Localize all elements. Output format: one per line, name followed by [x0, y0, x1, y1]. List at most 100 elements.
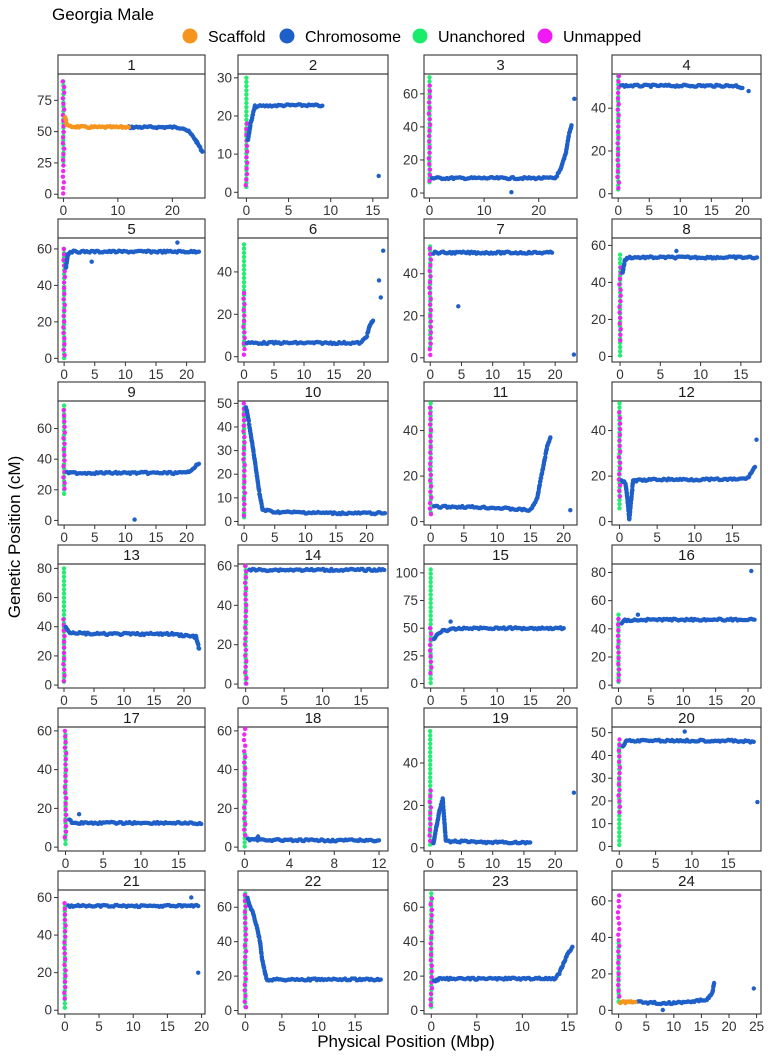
unmapped-point	[427, 133, 432, 139]
unmapped-point	[427, 105, 432, 111]
y-tick-label: 20	[591, 650, 606, 665]
unmapped-point	[427, 642, 433, 648]
y-tick-label: 30	[217, 443, 232, 458]
unmapped-point	[616, 960, 621, 965]
unmapped-point	[62, 452, 67, 458]
unmapped-point	[615, 107, 620, 112]
unmapped-point	[616, 650, 621, 655]
x-tick-label: 10	[296, 367, 311, 382]
y-tick-label: 20	[403, 308, 418, 323]
unmapped-point	[427, 816, 433, 821]
unanchored-point	[428, 680, 433, 686]
unmapped-point	[617, 421, 623, 426]
panel-frame	[611, 237, 762, 363]
unmapped-point	[62, 430, 67, 435]
unmapped-point	[615, 644, 621, 650]
unmapped-point	[61, 475, 66, 480]
chromosome-outlier-point	[76, 812, 82, 817]
unmapped-point	[616, 915, 621, 921]
unmapped-point	[429, 969, 434, 974]
y-tick-label: 20	[217, 467, 232, 482]
legend-swatch-unmapped	[537, 28, 553, 44]
x-tick-label: 0	[60, 530, 68, 545]
unmapped-point	[429, 935, 434, 940]
panel-23: 23 0 5 10 15 0 20 40 60	[403, 870, 578, 1034]
unmapped-point	[243, 977, 248, 982]
unmapped-point	[428, 444, 433, 450]
unmapped-point	[427, 279, 433, 285]
y-tick-label: 40	[403, 119, 418, 134]
unanchored-point	[61, 595, 67, 600]
panel-label: 14	[305, 547, 322, 564]
panel-frame	[611, 726, 762, 852]
unmapped-point	[428, 924, 433, 929]
unmapped-point	[618, 449, 623, 454]
panel-17: 17 0 5 10 15 0 20 40 60	[37, 707, 206, 871]
unanchored-point	[61, 403, 67, 408]
unmapped-point	[62, 745, 68, 750]
unmapped-point	[243, 915, 248, 920]
unmapped-point	[427, 285, 432, 290]
unmapped-point	[242, 434, 247, 440]
y-tick-label: 20	[403, 469, 418, 484]
unmapped-point	[63, 968, 68, 973]
unmapped-point	[62, 424, 67, 430]
panel-label: 18	[305, 710, 322, 727]
unmapped-point	[615, 910, 621, 915]
panel-frame	[57, 73, 206, 199]
legend-swatch-scaffold	[182, 28, 198, 44]
unmapped-point	[61, 617, 66, 622]
x-tick-label: 20	[735, 203, 750, 218]
x-tick-label: 5	[271, 530, 279, 545]
unmapped-point	[242, 782, 248, 788]
panel-label: 3	[496, 57, 504, 74]
y-tick-label: 40	[37, 278, 52, 293]
unanchored-point	[241, 250, 247, 255]
unanchored-point	[242, 844, 247, 849]
chromosome-outlier-point	[89, 259, 94, 264]
unanchored-point	[428, 676, 433, 681]
unanchored-point	[428, 771, 433, 776]
legend-label-chromosome: Chromosome	[305, 29, 401, 46]
unmapped-point	[617, 787, 622, 793]
x-tick-label: 5	[91, 530, 99, 545]
unmapped-point	[241, 423, 246, 428]
unmapped-point	[61, 252, 67, 257]
unmapped-point	[427, 506, 433, 511]
unmapped-point	[61, 447, 67, 452]
unmapped-point	[616, 954, 622, 960]
unanchored-point	[428, 729, 433, 734]
y-tick-label: 40	[591, 621, 606, 636]
panel-frame	[237, 889, 389, 1015]
unmapped-point	[243, 575, 248, 580]
x-tick-label: 5	[473, 1019, 481, 1034]
unmapped-point	[616, 455, 622, 460]
y-tick-label: 20	[217, 969, 232, 984]
unmapped-point	[243, 619, 248, 625]
unmapped-point	[427, 139, 432, 144]
unanchored-point	[61, 570, 67, 575]
unmapped-point	[242, 580, 248, 585]
unanchored-point	[241, 263, 247, 268]
unmapped-point	[244, 675, 249, 681]
unmapped-point	[428, 810, 433, 816]
unmapped-point	[241, 412, 246, 417]
unmapped-point	[243, 631, 249, 636]
unmapped-point	[60, 135, 66, 140]
unmapped-point	[428, 1002, 433, 1008]
x-tick-label: 5	[90, 693, 98, 708]
unmapped-point	[62, 441, 67, 446]
panel-frame	[237, 726, 389, 852]
x-tick-label: 0	[60, 693, 68, 708]
unmapped-point	[616, 898, 621, 904]
unmapped-point	[617, 321, 622, 326]
unmapped-point	[61, 308, 67, 313]
unmapped-point	[615, 90, 621, 96]
chromosome-outlier-point	[509, 190, 514, 195]
chromosome-outlier-point	[378, 295, 383, 300]
x-tick-label: 15	[160, 1019, 175, 1034]
unanchored-point	[428, 567, 433, 572]
unanchored-point	[428, 745, 433, 751]
unmapped-point	[241, 341, 246, 346]
